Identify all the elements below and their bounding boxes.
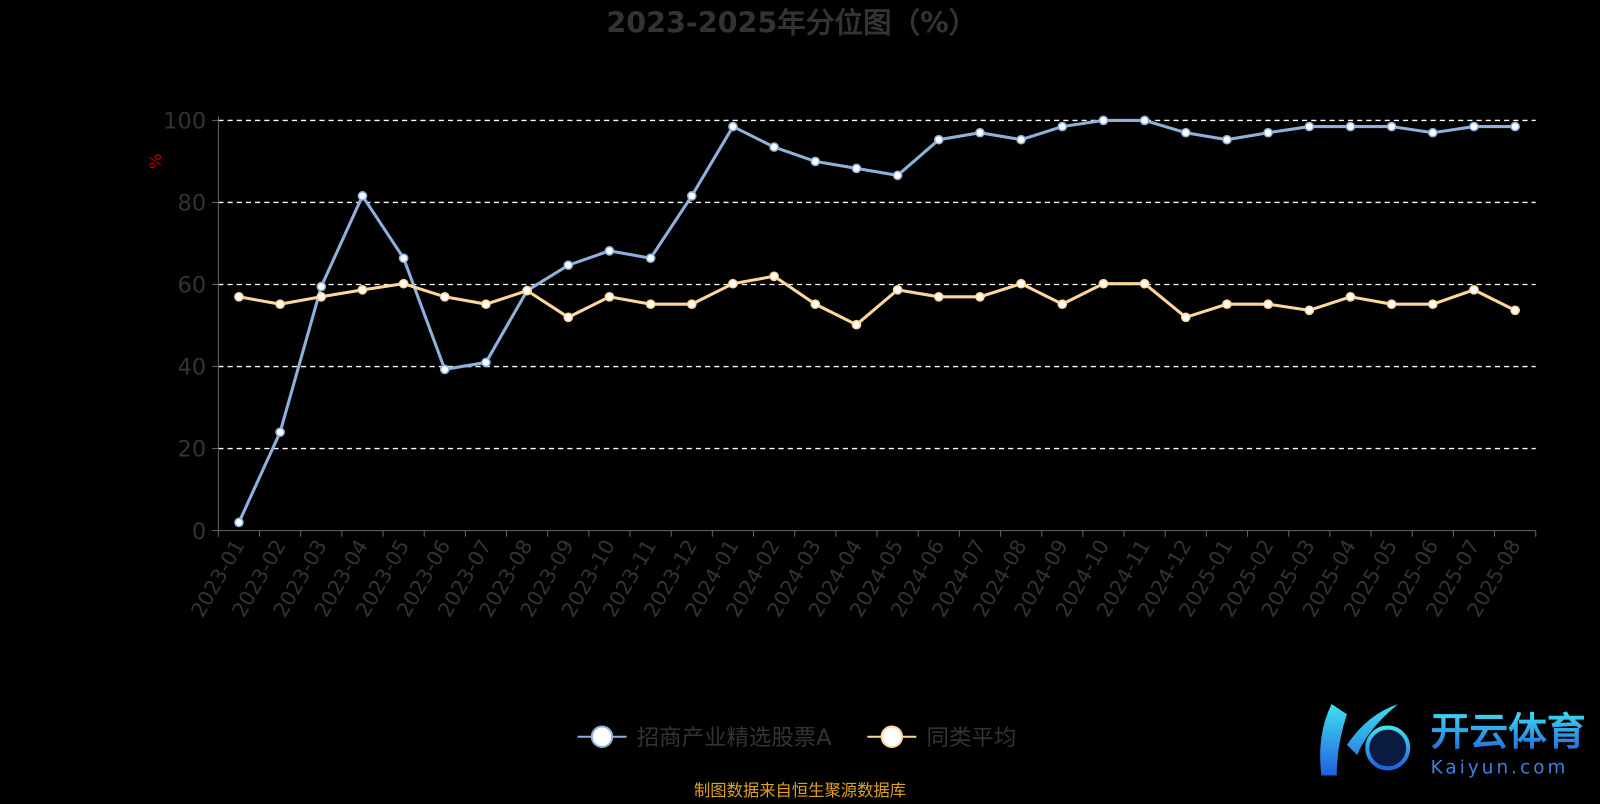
data-point[interactable] bbox=[933, 134, 944, 145]
data-point[interactable] bbox=[563, 260, 574, 271]
y-tick-label: 100 bbox=[163, 109, 206, 135]
legend-marker-fund bbox=[590, 725, 614, 748]
data-point[interactable] bbox=[398, 278, 409, 289]
data-point[interactable] bbox=[234, 517, 244, 528]
data-point[interactable] bbox=[1510, 121, 1520, 132]
legend-marker-average bbox=[880, 725, 904, 748]
y-tick-label: 20 bbox=[178, 437, 207, 463]
data-point[interactable] bbox=[1057, 121, 1068, 132]
data-point[interactable] bbox=[851, 163, 862, 174]
chart-title: 2023-2025年分位图（%） bbox=[606, 6, 977, 40]
kaiyun-logo: 开云体育 Kaiyun.com bbox=[1320, 704, 1586, 778]
data-point[interactable] bbox=[1304, 305, 1315, 316]
data-point[interactable] bbox=[769, 271, 779, 282]
data-point[interactable] bbox=[1222, 134, 1232, 145]
legend-item-average[interactable]: 同类平均 bbox=[867, 725, 1016, 751]
data-point[interactable] bbox=[1469, 121, 1479, 132]
data-point[interactable] bbox=[645, 299, 656, 310]
data-point[interactable] bbox=[645, 253, 656, 264]
data-point[interactable] bbox=[892, 284, 903, 295]
svg-text:Kaiyun.com: Kaiyun.com bbox=[1431, 757, 1569, 778]
data-point[interactable] bbox=[604, 246, 615, 256]
data-point[interactable] bbox=[1469, 284, 1479, 295]
data-point[interactable] bbox=[686, 191, 697, 201]
data-point[interactable] bbox=[1386, 299, 1397, 310]
data-point[interactable] bbox=[1386, 121, 1397, 132]
y-tick-label: 0 bbox=[192, 519, 206, 545]
data-point[interactable] bbox=[975, 127, 985, 138]
data-point[interactable] bbox=[275, 427, 285, 438]
data-point[interactable] bbox=[686, 299, 697, 310]
data-point[interactable] bbox=[1057, 299, 1068, 310]
soccer-ball-icon bbox=[1365, 725, 1411, 771]
data-point[interactable] bbox=[892, 170, 903, 181]
logo-k-icon bbox=[1320, 704, 1398, 776]
series-line-1 bbox=[238, 274, 1516, 327]
data-point[interactable] bbox=[1098, 278, 1109, 289]
data-point[interactable] bbox=[1510, 305, 1520, 316]
data-point[interactable] bbox=[1180, 312, 1191, 323]
legend: 招商产业精选股票A 同类平均 bbox=[577, 725, 1016, 751]
data-point[interactable] bbox=[357, 284, 368, 295]
y-axis-label: % bbox=[146, 153, 165, 169]
legend-label-fund: 招商产业精选股票A bbox=[637, 725, 833, 751]
data-point[interactable] bbox=[563, 312, 574, 323]
data-point[interactable] bbox=[604, 291, 615, 302]
data-point[interactable] bbox=[439, 291, 450, 302]
data-point[interactable] bbox=[810, 299, 821, 310]
data-point[interactable] bbox=[1427, 127, 1438, 138]
y-tick-label: 80 bbox=[178, 191, 207, 217]
data-point[interactable] bbox=[851, 319, 862, 330]
data-point[interactable] bbox=[769, 142, 779, 152]
data-point[interactable] bbox=[1139, 278, 1150, 289]
data-point[interactable] bbox=[1304, 121, 1315, 132]
data-point[interactable] bbox=[1263, 299, 1273, 310]
data-point[interactable] bbox=[728, 121, 738, 132]
data-point[interactable] bbox=[975, 291, 985, 302]
y-tick-label: 40 bbox=[178, 355, 207, 381]
legend-label-average: 同类平均 bbox=[927, 725, 1017, 751]
data-point[interactable] bbox=[275, 299, 285, 310]
data-point[interactable] bbox=[1098, 115, 1109, 126]
data-point[interactable] bbox=[1016, 134, 1026, 145]
data-point[interactable] bbox=[1180, 127, 1191, 138]
legend-item-fund[interactable]: 招商产业精选股票A bbox=[577, 725, 833, 751]
data-point[interactable] bbox=[398, 253, 409, 264]
data-point[interactable] bbox=[439, 364, 450, 375]
data-point[interactable] bbox=[1222, 299, 1232, 310]
data-point[interactable] bbox=[1345, 121, 1356, 132]
data-point[interactable] bbox=[1263, 127, 1273, 138]
data-point[interactable] bbox=[1016, 278, 1026, 289]
data-point[interactable] bbox=[810, 156, 821, 167]
data-point[interactable] bbox=[234, 291, 244, 302]
data-point[interactable] bbox=[1345, 291, 1356, 302]
data-point[interactable] bbox=[481, 357, 491, 368]
data-point[interactable] bbox=[1139, 115, 1150, 126]
data-point[interactable] bbox=[522, 285, 532, 296]
data-point[interactable] bbox=[933, 291, 944, 302]
source-note: 制图数据来自恒生聚源数据库 bbox=[694, 781, 906, 800]
svg-text:开云体育: 开云体育 bbox=[1431, 710, 1586, 755]
data-point[interactable] bbox=[728, 278, 738, 289]
data-point[interactable] bbox=[316, 291, 327, 302]
data-point[interactable] bbox=[481, 299, 491, 310]
series-line-0 bbox=[237, 118, 1516, 524]
y-tick-label: 60 bbox=[178, 273, 207, 299]
data-point[interactable] bbox=[1427, 299, 1438, 310]
data-point[interactable] bbox=[316, 281, 327, 292]
data-point[interactable] bbox=[357, 191, 368, 201]
